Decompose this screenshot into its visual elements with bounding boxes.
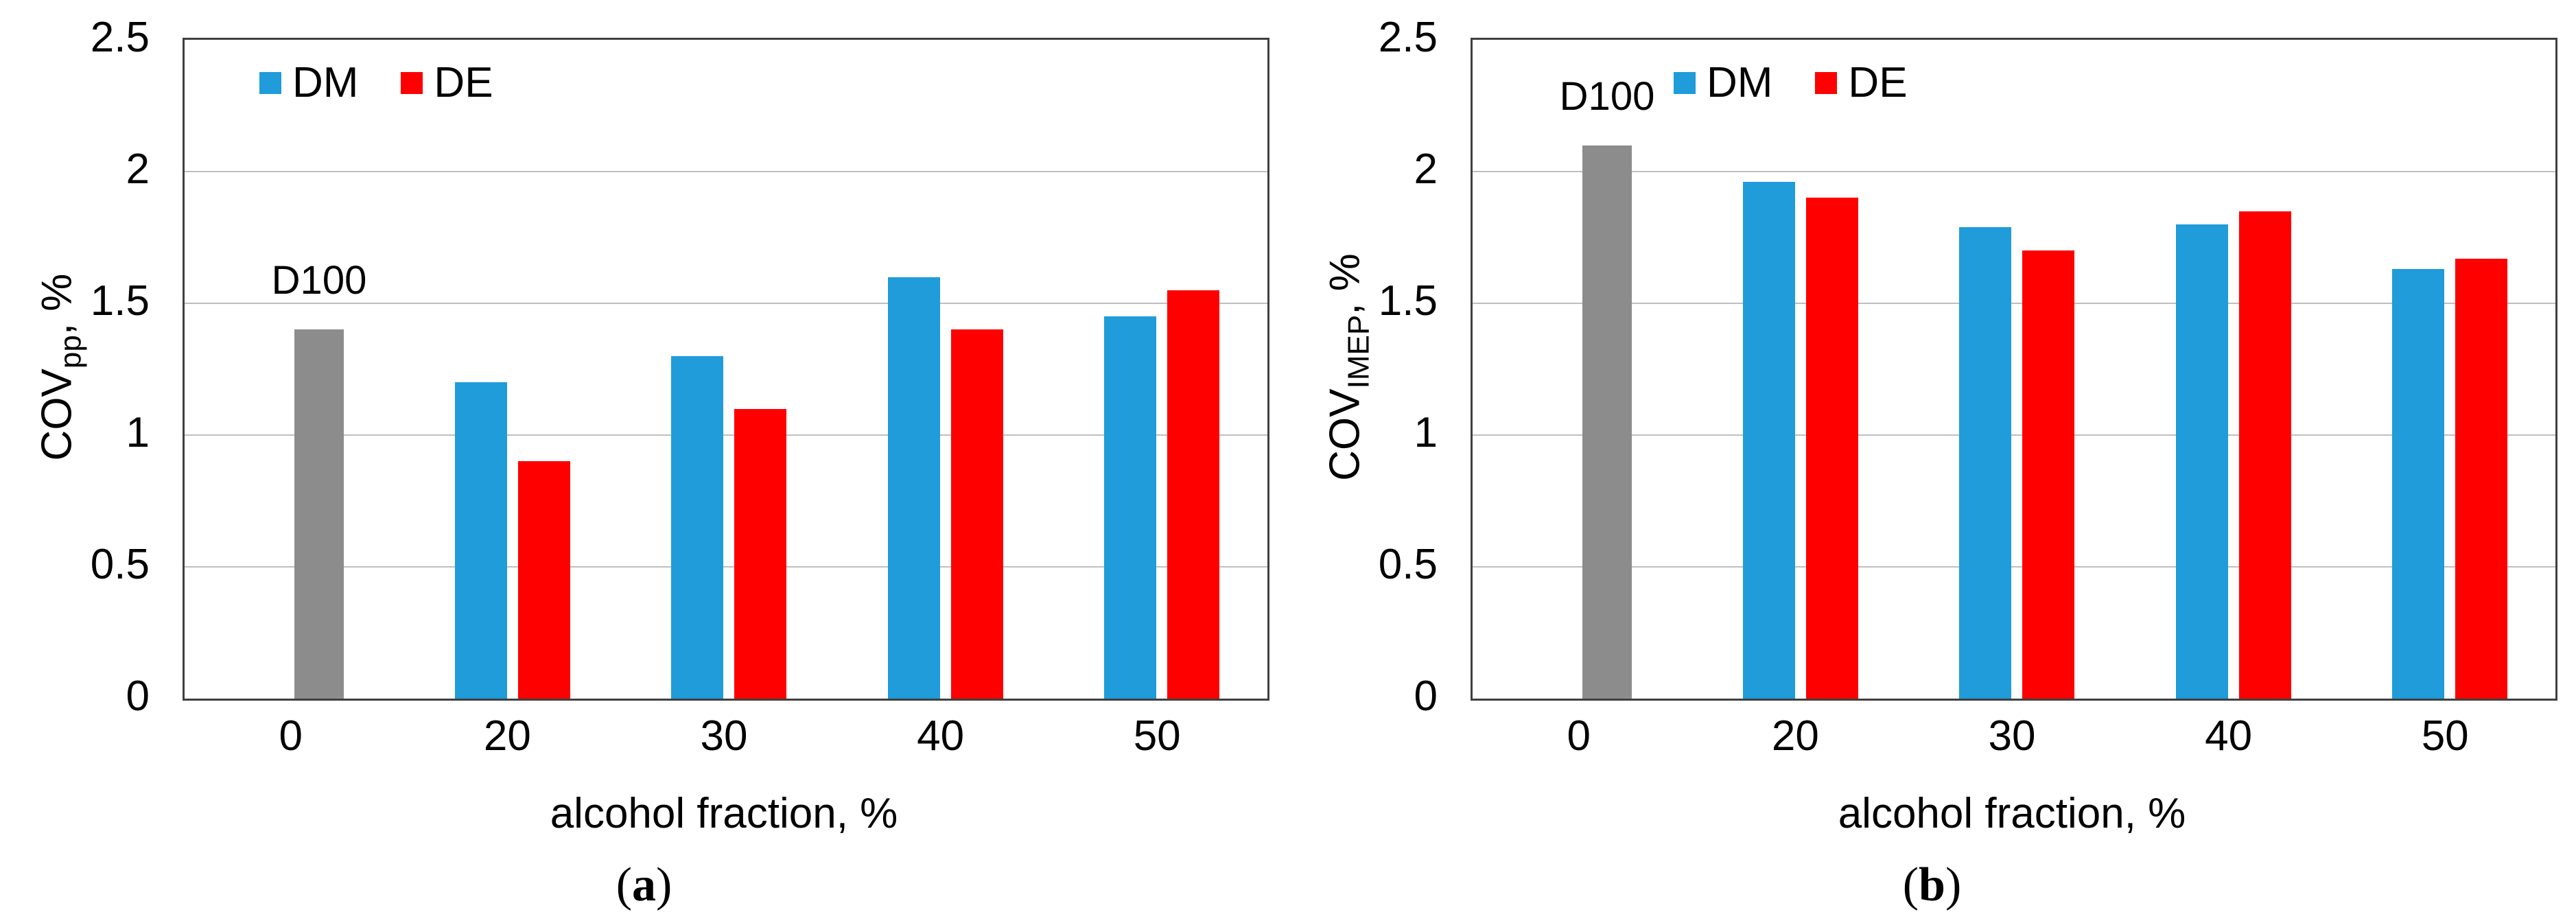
y-tick-label-1.5: 1.5 xyxy=(1378,277,1438,325)
caption-paren-close: ) xyxy=(1945,858,1962,911)
legend-swatch-de xyxy=(401,72,423,94)
caption: (b) xyxy=(1288,858,2576,913)
plot-area: D100 xyxy=(183,38,1269,701)
gridline-y-1 xyxy=(185,434,1267,436)
legend-label-dm: DM xyxy=(292,59,359,106)
legend-label-dm: DM xyxy=(1707,59,1773,106)
legend-swatch-de xyxy=(1815,72,1838,94)
x-axis-title: alcohol fraction, % xyxy=(550,790,898,837)
bar-dm-30 xyxy=(671,355,724,699)
gridline-y-1.5 xyxy=(1473,303,2555,304)
legend-item-dm: DM xyxy=(1674,62,1772,104)
caption-paren-open: ( xyxy=(616,858,632,911)
caption-letter: b xyxy=(1919,858,1945,911)
bar-de-20 xyxy=(517,461,570,699)
x-tick-label-40: 40 xyxy=(917,712,965,760)
gridline-y-0.5 xyxy=(185,566,1267,568)
bar-d100-baseline xyxy=(1582,145,1632,699)
caption-letter: a xyxy=(632,858,656,911)
y-tick-label-2: 2 xyxy=(1414,145,1438,193)
gridline-y-1.5 xyxy=(185,303,1267,304)
y-axis-title-subscript: IMEP xyxy=(1342,314,1376,389)
bar-d100-baseline xyxy=(294,329,344,699)
caption-paren-close: ) xyxy=(656,858,672,911)
d100-annotation-label: D100 xyxy=(1552,76,1662,117)
bar-dm-20 xyxy=(1742,182,1795,699)
x-tick-label-40: 40 xyxy=(2205,712,2253,760)
caption: (a) xyxy=(0,858,1288,913)
legend-item-de: DE xyxy=(1815,59,1908,106)
y-tick-label-2.5: 2.5 xyxy=(1378,14,1438,61)
y-tick-label-0.5: 0.5 xyxy=(1378,541,1438,588)
legend-label-de: DE xyxy=(434,59,493,106)
bar-dm-30 xyxy=(1959,226,2012,699)
chart-panel-b: COVIMEP, % D100 DM DE alcohol fraction, … xyxy=(1288,0,2576,923)
bar-de-50 xyxy=(1167,290,1220,699)
bar-dm-50 xyxy=(1104,316,1157,699)
legend-swatch-dm xyxy=(1674,72,1696,94)
bar-de-20 xyxy=(1805,198,1858,699)
x-tick-label-20: 20 xyxy=(1771,712,1819,760)
bar-dm-40 xyxy=(2175,224,2228,699)
gridline-y-2 xyxy=(1473,171,2555,172)
bar-dm-40 xyxy=(887,277,940,699)
y-tick-label-2.5: 2.5 xyxy=(90,14,150,61)
bar-dm-50 xyxy=(2392,269,2445,699)
x-tick-label-0: 0 xyxy=(1567,712,1591,760)
chart-panel-a: COVpp, % D100 DM DE alcohol fraction, % … xyxy=(0,14,1288,913)
x-axis-title: alcohol fraction, % xyxy=(1838,790,2186,837)
bar-de-40 xyxy=(950,329,1003,699)
x-tick-label-20: 20 xyxy=(483,712,531,760)
legend-item-dm: DM xyxy=(259,62,358,104)
y-tick-label-0.5: 0.5 xyxy=(90,541,150,588)
y-tick-label-1.5: 1.5 xyxy=(90,277,150,325)
y-axis-title-subscript: pp xyxy=(54,335,88,369)
legend: DM DE xyxy=(1674,62,1908,104)
bar-dm-20 xyxy=(454,382,507,699)
bar-de-30 xyxy=(734,408,787,699)
bar-de-50 xyxy=(2455,258,2508,699)
x-tick-label-0: 0 xyxy=(279,712,303,760)
y-tick-label-1: 1 xyxy=(126,409,150,456)
legend: DM DE xyxy=(259,62,493,104)
gridline-y-1 xyxy=(1473,434,2555,436)
plot-area: D100 xyxy=(1471,38,2557,701)
bar-de-30 xyxy=(2022,250,2075,699)
legend-swatch-dm xyxy=(259,72,281,94)
y-tick-label-0: 0 xyxy=(1414,673,1438,720)
gridline-y-2 xyxy=(185,171,1267,172)
legend-label-de: DE xyxy=(1848,59,1908,106)
gridline-y-0.5 xyxy=(1473,566,2555,568)
x-tick-label-30: 30 xyxy=(1988,712,2036,760)
y-tick-label-1: 1 xyxy=(1414,409,1438,456)
legend-item-de: DE xyxy=(401,62,493,104)
x-tick-label-50: 50 xyxy=(1133,712,1181,760)
x-tick-label-30: 30 xyxy=(700,712,748,760)
y-tick-label-2: 2 xyxy=(126,145,150,193)
x-tick-label-50: 50 xyxy=(2421,712,2469,760)
bar-de-40 xyxy=(2238,211,2291,699)
y-tick-label-0: 0 xyxy=(126,673,150,720)
d100-annotation-label: D100 xyxy=(264,261,374,301)
caption-paren-open: ( xyxy=(1902,858,1919,911)
